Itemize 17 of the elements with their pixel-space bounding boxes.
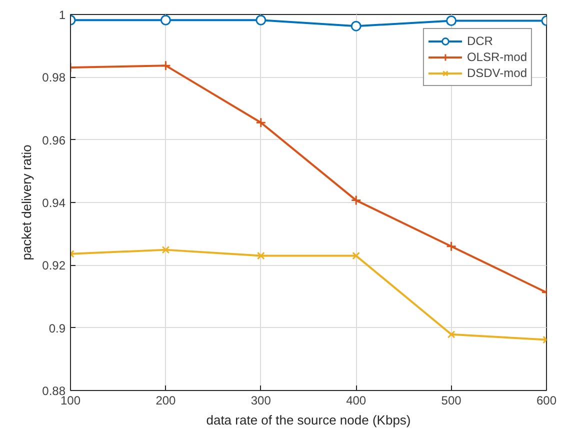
legend-label: DSDV-mod (466, 65, 527, 81)
y-tick-label: 0.96 (42, 133, 66, 148)
legend-label: DCR (466, 33, 493, 49)
x-tick-label: 100 (60, 394, 81, 408)
x-tick-label: 600 (536, 394, 557, 408)
x-tick-label: 500 (441, 394, 462, 408)
y-tick-label: 1 (58, 8, 66, 22)
x-tick-label: 200 (156, 394, 176, 408)
y-tick-label: 0.94 (42, 196, 66, 210)
y-tick-label: 0.9 (48, 321, 66, 336)
y-axis-title: packet delivery ratio (19, 144, 34, 260)
y-tick-label: 0.92 (42, 258, 66, 273)
legend-label: OLSR-mod (466, 49, 527, 65)
x-axis-title: data rate of the source node (Kbps) (206, 412, 411, 428)
x-tick-label: 400 (346, 394, 366, 408)
x-tick-label: 300 (250, 394, 272, 408)
y-tick-label: 0.98 (42, 70, 66, 85)
